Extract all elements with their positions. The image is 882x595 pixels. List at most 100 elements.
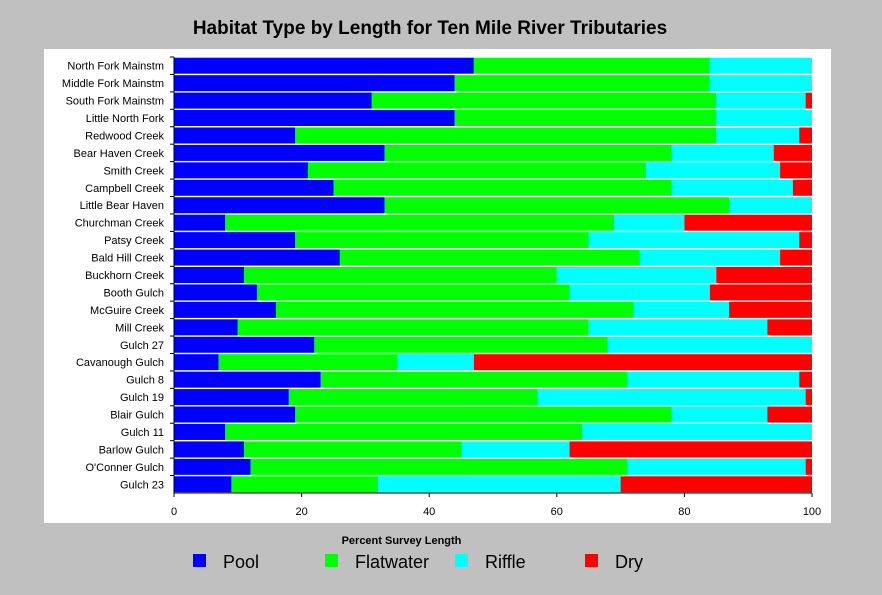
bar-riffle-20 (537, 389, 806, 406)
category-label: South Fork Mainstm (66, 96, 164, 108)
bar-dry-25 (620, 476, 812, 493)
legend-swatch (585, 554, 598, 567)
bar-dry-20 (805, 389, 812, 406)
legend-swatch (193, 554, 206, 567)
bar-flatwater-14 (256, 284, 570, 301)
bar-flatwater-3 (371, 92, 717, 109)
bar-dry-18 (473, 354, 812, 371)
bar-flatwater-15 (276, 301, 634, 318)
x-tick-label: 80 (678, 506, 690, 518)
bar-dry-8 (792, 179, 812, 196)
bar-pool-9 (174, 197, 385, 214)
legend-label: Riffle (485, 552, 526, 572)
bar-pool-19 (174, 371, 321, 388)
bar-flatwater-10 (225, 214, 615, 231)
category-label: Barlow Gulch (99, 444, 164, 456)
category-label: Bear Haven Creek (74, 148, 165, 160)
bar-pool-25 (174, 476, 232, 493)
bar-dry-14 (709, 284, 812, 301)
bar-pool-11 (174, 232, 296, 249)
bar-pool-3 (174, 92, 372, 109)
bar-flatwater-22 (225, 423, 583, 440)
bar-riffle-11 (588, 232, 800, 249)
bar-riffle-13 (556, 267, 717, 283)
legend-label: Dry (615, 552, 643, 572)
bar-riffle-19 (626, 371, 800, 388)
bar-riffle-21 (671, 406, 768, 423)
bar-flatwater-2 (454, 75, 710, 92)
bar-riffle-17 (607, 336, 812, 353)
x-axis-label: Percent Survey Length (341, 535, 462, 547)
bar-pool-24 (174, 458, 251, 475)
bar-pool-23 (174, 441, 245, 458)
category-label: Redwood Creek (85, 130, 164, 142)
bar-riffle-10 (614, 214, 685, 231)
bar-flatwater-1 (473, 57, 710, 74)
bar-pool-15 (174, 301, 277, 318)
bar-pool-21 (174, 406, 296, 423)
category-label: Middle Fork Mainstm (62, 78, 164, 90)
bar-riffle-24 (626, 458, 806, 475)
x-tick-label: 40 (423, 506, 435, 518)
bar-flatwater-16 (237, 319, 589, 336)
bar-dry-12 (780, 249, 812, 266)
bar-flatwater-19 (320, 371, 627, 388)
bar-riffle-18 (397, 354, 474, 371)
x-tick-label: 20 (295, 506, 307, 518)
bar-dry-21 (767, 406, 812, 423)
legend-label: Flatwater (355, 552, 430, 572)
bar-dry-23 (569, 441, 812, 458)
bar-riffle-2 (709, 75, 812, 92)
category-label: McGuire Creek (90, 305, 164, 317)
bar-flatwater-11 (295, 232, 589, 249)
bar-pool-20 (174, 389, 289, 406)
bar-riffle-25 (378, 476, 621, 493)
x-tick-label: 0 (171, 506, 177, 518)
bar-pool-6 (174, 144, 385, 161)
bar-pool-8 (174, 179, 334, 196)
bar-flatwater-25 (231, 476, 379, 493)
bar-dry-11 (799, 232, 812, 249)
bar-riffle-7 (646, 162, 781, 179)
bar-flatwater-24 (250, 458, 627, 475)
bar-flatwater-18 (218, 354, 398, 371)
bar-dry-10 (684, 214, 812, 231)
bar-dry-15 (729, 301, 812, 318)
bar-dry-19 (799, 371, 812, 388)
category-label: Gulch 11 (121, 427, 164, 439)
bar-riffle-5 (716, 127, 800, 144)
bar-pool-17 (174, 336, 315, 353)
category-label: Gulch 8 (126, 375, 164, 387)
bar-flatwater-6 (384, 144, 672, 161)
bar-flatwater-13 (244, 267, 557, 283)
bar-dry-7 (780, 162, 812, 179)
x-tick-label: 60 (551, 506, 563, 518)
chart-title: Habitat Type by Length for Ten Mile Rive… (192, 18, 668, 39)
category-label: Gulch 27 (120, 340, 164, 352)
bar-riffle-1 (709, 57, 812, 74)
bar-riffle-22 (582, 423, 812, 440)
category-label: Gulch 23 (120, 479, 164, 491)
category-label: Smith Creek (103, 165, 164, 177)
bar-flatwater-9 (384, 197, 730, 214)
bar-pool-14 (174, 284, 257, 301)
bar-flatwater-17 (314, 336, 608, 353)
category-label: Gulch 19 (120, 392, 164, 404)
legend-swatch (325, 554, 338, 567)
bar-dry-6 (773, 144, 812, 161)
category-label: O'Conner Gulch (85, 462, 164, 474)
bar-pool-5 (174, 127, 296, 144)
bar-riffle-3 (716, 92, 806, 109)
bar-riffle-15 (633, 301, 730, 318)
bar-pool-7 (174, 162, 308, 179)
bar-flatwater-5 (295, 127, 717, 144)
category-label: Churchman Creek (75, 218, 165, 230)
category-label: Little Bear Haven (80, 200, 164, 212)
bar-flatwater-23 (244, 441, 462, 458)
category-label: Bald Hill Creek (91, 253, 164, 265)
legend: Pool Flatwater Riffle Dry (0, 552, 882, 582)
bar-flatwater-21 (295, 406, 672, 423)
bar-flatwater-4 (454, 110, 717, 127)
bar-riffle-9 (729, 197, 812, 214)
